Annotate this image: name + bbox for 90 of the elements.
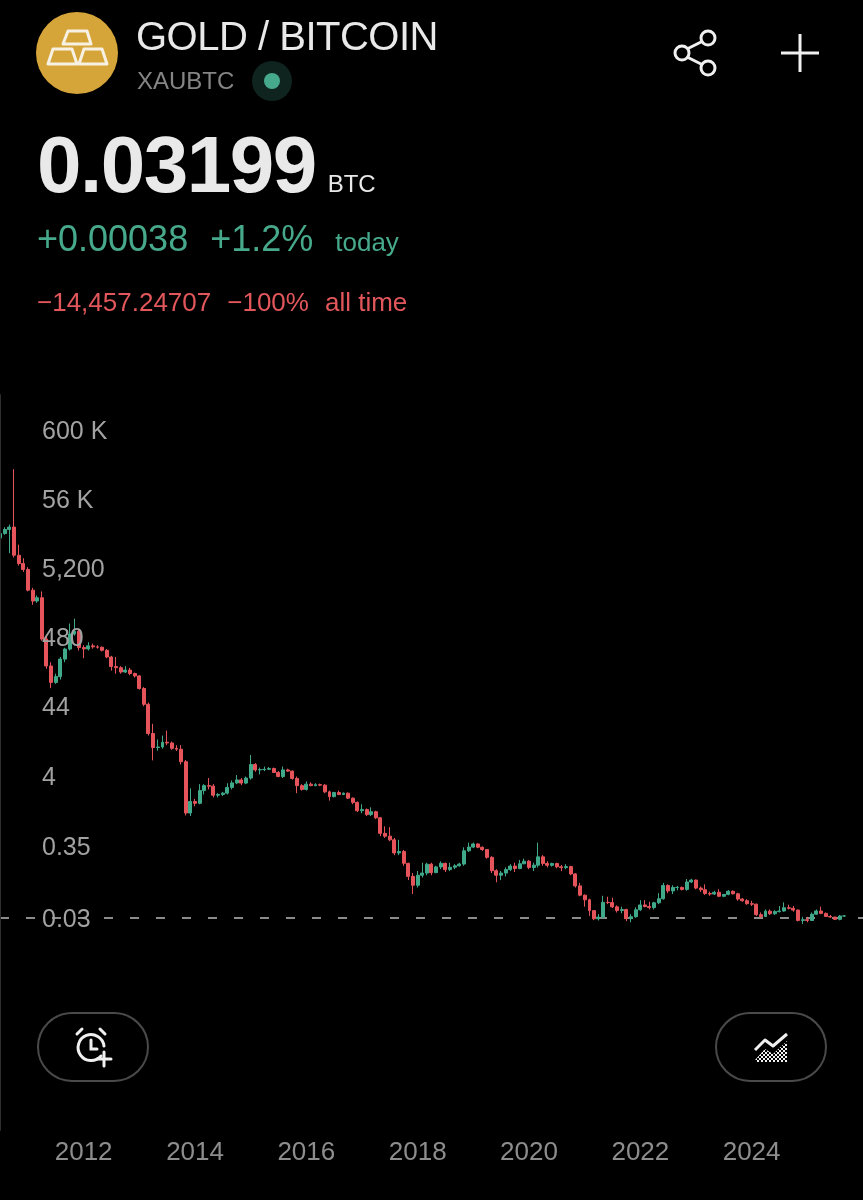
- candlestick: [276, 770, 280, 778]
- chart-subtitle: XAUBTC: [137, 67, 235, 94]
- candlestick: [606, 896, 610, 905]
- candlestick: [527, 859, 531, 870]
- candlestick: [508, 863, 512, 872]
- candlestick: [564, 863, 568, 870]
- y-tick-label: 0.03: [42, 903, 91, 932]
- chart-title: GOLD / BITCOIN: [136, 14, 438, 58]
- candlestick: [86, 641, 90, 652]
- y-tick-label: 0.35: [42, 832, 91, 861]
- candlestick: [810, 911, 814, 922]
- candlestick: [332, 791, 336, 798]
- candlestick: [717, 888, 721, 898]
- candlestick: [787, 904, 791, 910]
- candlestick: [722, 893, 726, 898]
- candlestick: [712, 890, 716, 896]
- candlestick: [429, 862, 433, 876]
- candlestick: [304, 780, 308, 792]
- x-tick-label: 2024: [722, 1136, 781, 1166]
- candlestick: [764, 908, 767, 918]
- candlestick: [620, 906, 624, 914]
- text: +0.00038: [37, 218, 189, 259]
- y-tick-label: 44: [42, 692, 70, 721]
- candlestick: [281, 766, 285, 779]
- candlestick: [559, 864, 563, 872]
- candlestick: [123, 665, 127, 674]
- candlestick: [309, 781, 313, 787]
- candlestick: [555, 862, 559, 869]
- x-tick-label: 2012: [54, 1136, 113, 1166]
- candlestick: [643, 899, 647, 908]
- text: +1.2%: [210, 218, 314, 259]
- text: −100%: [227, 287, 309, 317]
- candlestick: [397, 839, 401, 856]
- candlestick: [661, 882, 665, 901]
- candlestick: [188, 787, 192, 817]
- candlestick: [443, 862, 447, 873]
- candlestick: [805, 916, 809, 923]
- text: 0.03199: [37, 120, 316, 209]
- candlestick: [536, 842, 540, 868]
- candlestick: [685, 878, 689, 892]
- candlestick: [198, 783, 202, 805]
- candlestick: [7, 524, 11, 554]
- candlestick: [801, 916, 805, 925]
- candlestick: [838, 914, 842, 921]
- candlestick: [360, 803, 364, 814]
- candlestick: [369, 806, 373, 817]
- x-tick-label: 2014: [166, 1136, 224, 1166]
- candlestick: [239, 777, 243, 786]
- y-tick-label: 4: [42, 761, 56, 790]
- candlestick: [550, 862, 554, 868]
- candlestick: [768, 908, 772, 916]
- candlestick: [337, 790, 341, 796]
- candlestick: [272, 767, 276, 774]
- candlestick: [471, 842, 475, 849]
- candlestick: [522, 858, 526, 865]
- candlestick: [518, 859, 522, 870]
- candlestick: [666, 883, 670, 894]
- candlestick: [365, 807, 369, 817]
- candlestick: [40, 590, 44, 642]
- candlestick: [773, 909, 777, 916]
- candlestick: [355, 800, 359, 813]
- candlestick: [513, 862, 517, 873]
- candlestick: [91, 643, 95, 650]
- x-tick-label: 2020: [500, 1136, 558, 1166]
- candlestick: [647, 901, 651, 910]
- x-tick-label: 2016: [277, 1136, 336, 1166]
- candlestick: [680, 886, 684, 891]
- candlestick: [671, 884, 675, 895]
- x-tick-label: 2018: [388, 1136, 447, 1166]
- text: all time: [324, 287, 408, 317]
- y-tick-label: 5,200: [42, 553, 105, 582]
- y-tick-label: 600 K: [42, 415, 108, 444]
- candlestick: [258, 767, 262, 775]
- candlestick: [35, 594, 39, 604]
- candlestick: [342, 791, 345, 796]
- candlestick: [253, 762, 257, 773]
- candlestick: [156, 738, 160, 752]
- candlestick: [675, 885, 679, 891]
- x-tick-label: 2022: [611, 1136, 670, 1166]
- candlestick: [541, 854, 545, 867]
- candlestick: [726, 889, 730, 896]
- candlestick: [193, 798, 197, 807]
- candlestick: [842, 914, 846, 918]
- text: today: [335, 227, 399, 257]
- candlestick: [314, 782, 317, 787]
- y-tick-label: 56 K: [42, 484, 94, 513]
- candlestick: [476, 842, 480, 849]
- text: −14,457.24707: [37, 287, 212, 317]
- candlestick: [624, 908, 628, 922]
- text: BTC: [327, 170, 376, 197]
